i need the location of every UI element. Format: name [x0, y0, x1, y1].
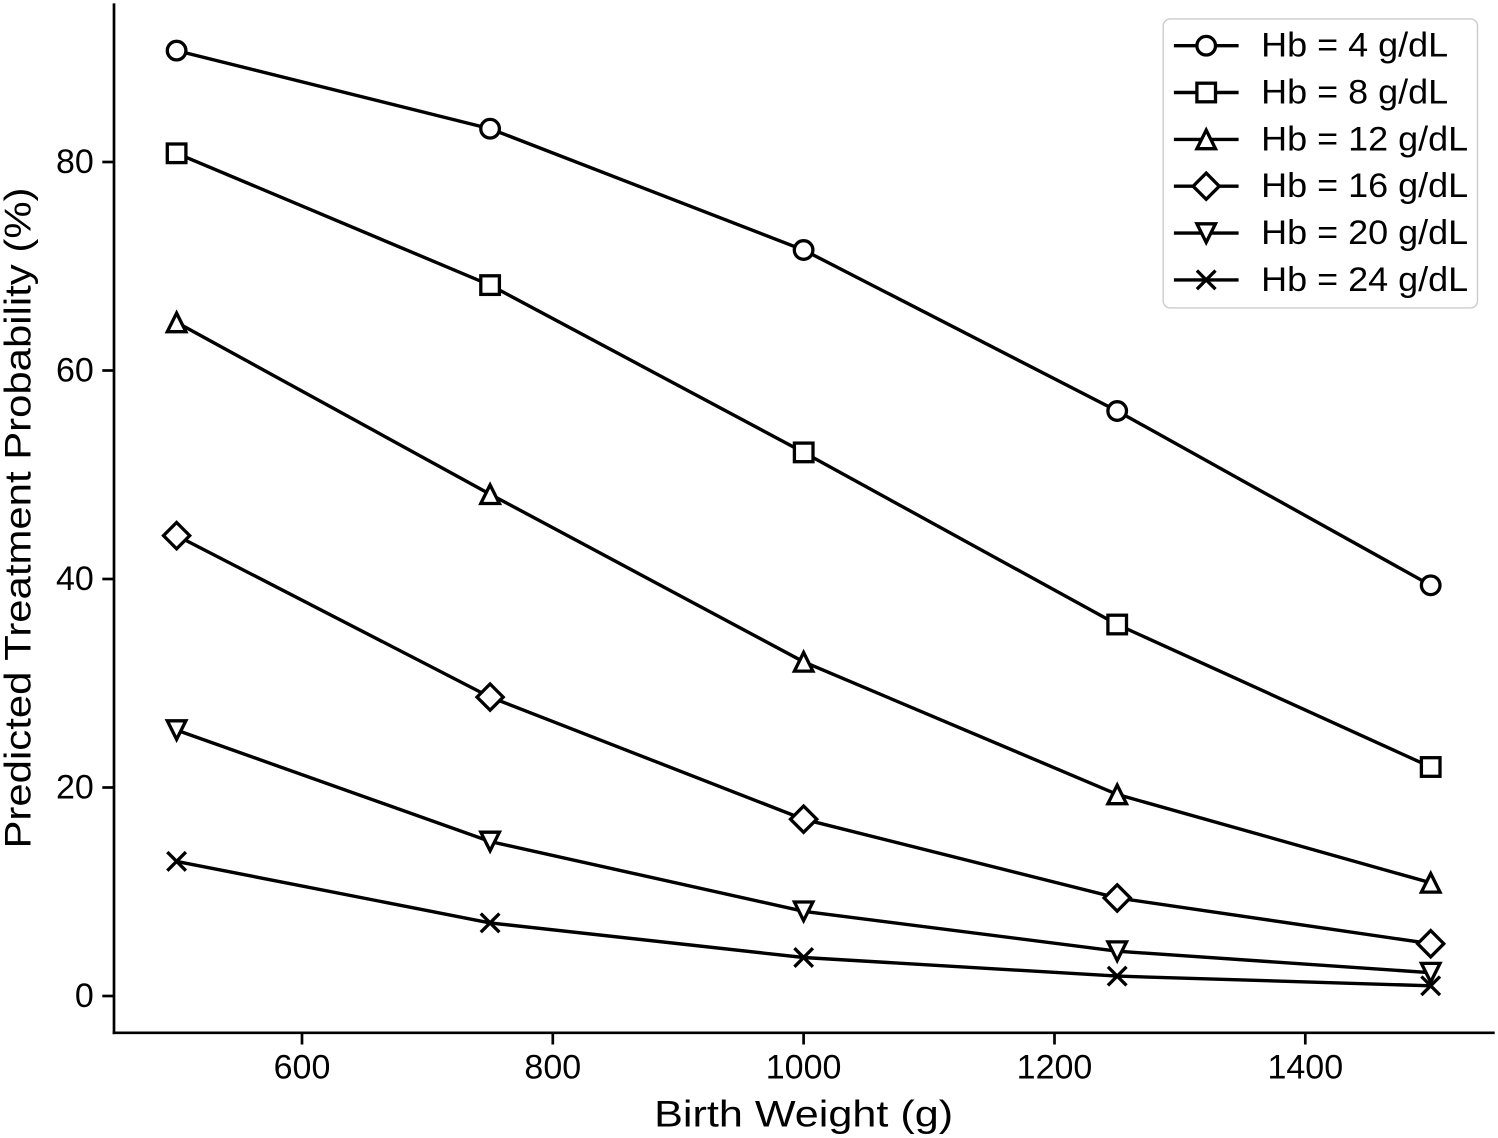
svg-text:Predicted Treatment Probabilit: Predicted Treatment Probability (%): [0, 187, 39, 848]
svg-text:60: 60: [56, 352, 94, 390]
svg-text:Hb = 12 g/dL: Hb = 12 g/dL: [1261, 120, 1468, 158]
svg-text:Hb = 16 g/dL: Hb = 16 g/dL: [1261, 167, 1468, 205]
svg-text:80: 80: [56, 143, 94, 181]
svg-text:1400: 1400: [1267, 1049, 1343, 1087]
svg-text:Birth Weight (g): Birth Weight (g): [654, 1093, 953, 1134]
svg-text:40: 40: [56, 560, 94, 598]
svg-text:Hb = 8 g/dL: Hb = 8 g/dL: [1261, 74, 1448, 112]
svg-text:Hb = 20 g/dL: Hb = 20 g/dL: [1261, 214, 1468, 252]
svg-text:0: 0: [75, 977, 94, 1015]
svg-text:Hb = 4 g/dL: Hb = 4 g/dL: [1261, 27, 1448, 65]
svg-text:20: 20: [56, 769, 94, 807]
svg-text:600: 600: [274, 1049, 331, 1087]
svg-text:Hb = 24 g/dL: Hb = 24 g/dL: [1261, 261, 1468, 299]
svg-text:1200: 1200: [1017, 1049, 1093, 1087]
svg-text:1000: 1000: [766, 1049, 842, 1087]
svg-text:800: 800: [524, 1049, 581, 1087]
